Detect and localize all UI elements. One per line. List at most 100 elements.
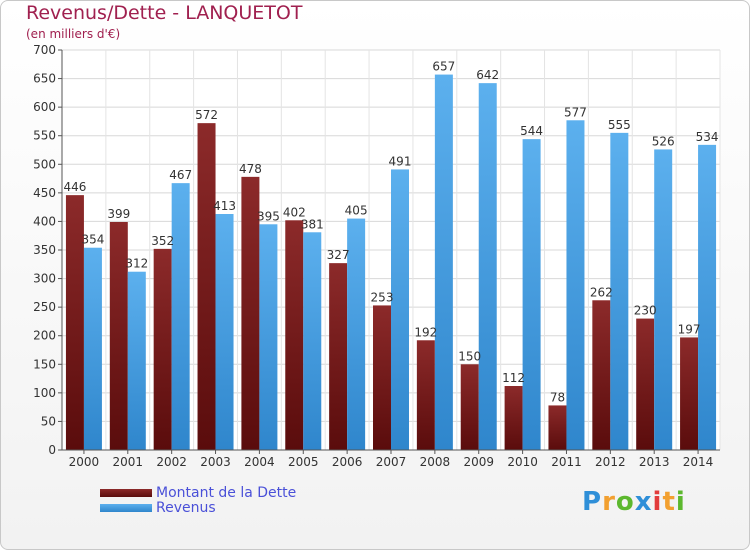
- data-label-dette: 78: [550, 390, 565, 404]
- bar-dette: [197, 123, 216, 451]
- bar-revenus: [478, 83, 497, 451]
- x-tick-label: 2001: [113, 455, 144, 469]
- y-tick-label: 0: [48, 443, 56, 457]
- data-label-dette: 327: [327, 248, 350, 262]
- bar-revenus: [698, 144, 717, 450]
- bar-dette: [65, 195, 84, 450]
- y-tick-label: 550: [33, 129, 56, 143]
- data-label-revenus: 405: [345, 204, 368, 218]
- y-tick-label: 150: [33, 357, 56, 371]
- logo-letter: x: [634, 487, 653, 517]
- data-label-revenus: 642: [476, 68, 499, 82]
- bar-dette: [329, 263, 348, 450]
- x-tick-label: 2011: [551, 455, 582, 469]
- data-label-dette: 399: [107, 207, 130, 221]
- bar-revenus: [303, 232, 322, 450]
- bar-dette: [285, 220, 304, 450]
- data-label-revenus: 395: [257, 209, 280, 223]
- bar-revenus: [171, 183, 190, 450]
- x-tick-label: 2005: [288, 455, 319, 469]
- data-label-dette: 262: [590, 285, 613, 299]
- x-tick-label: 2004: [244, 455, 275, 469]
- data-label-revenus: 491: [389, 154, 412, 168]
- legend-swatch-debt: [100, 489, 152, 497]
- x-tick-label: 2003: [200, 455, 231, 469]
- data-label-dette: 112: [502, 371, 525, 385]
- x-tick-label: 2010: [507, 455, 538, 469]
- bar-revenus: [566, 120, 585, 451]
- data-label-revenus: 354: [81, 233, 104, 247]
- bar-dette: [592, 300, 611, 450]
- x-tick-label: 2000: [69, 455, 100, 469]
- data-label-revenus: 534: [696, 130, 719, 144]
- x-tick-label: 2013: [639, 455, 670, 469]
- bar-dette: [416, 340, 435, 450]
- bar-revenus: [522, 139, 541, 450]
- bar-revenus: [434, 74, 453, 451]
- bar-dette: [460, 364, 479, 450]
- bar-dette: [241, 176, 260, 450]
- x-tick-label: 2009: [463, 455, 494, 469]
- bar-revenus: [347, 218, 366, 450]
- chart-subtitle: (en milliers d'€): [26, 27, 121, 41]
- bar-revenus: [610, 132, 629, 450]
- x-tick-label: 2014: [683, 455, 714, 469]
- bar-dette: [373, 305, 391, 450]
- y-tick-label: 700: [33, 43, 56, 57]
- data-label-revenus: 526: [652, 134, 675, 148]
- data-label-revenus: 577: [564, 105, 587, 119]
- y-tick-label: 50: [41, 414, 56, 428]
- y-tick-label: 350: [33, 243, 56, 257]
- y-tick-label: 450: [33, 186, 56, 200]
- logo-letter: t: [662, 487, 676, 517]
- logo-letter: P: [582, 487, 603, 517]
- x-tick-label: 2002: [156, 455, 187, 469]
- data-label-dette: 572: [195, 108, 218, 122]
- data-label-revenus: 312: [125, 257, 148, 271]
- data-label-dette: 402: [283, 205, 306, 219]
- chart-title: Revenus/Dette - LANQUETOT: [26, 2, 303, 24]
- data-label-revenus: 544: [520, 124, 543, 138]
- data-label-revenus: 555: [608, 118, 631, 132]
- bar-revenus: [215, 214, 234, 450]
- bar-dette: [636, 318, 655, 450]
- legend-label-revenus: Revenus: [156, 500, 216, 516]
- data-label-dette: 192: [414, 325, 437, 339]
- bar-revenus: [83, 247, 102, 450]
- data-label-dette: 253: [371, 290, 394, 304]
- bar-revenus: [654, 149, 673, 450]
- data-label-dette: 446: [63, 180, 86, 194]
- bar-revenus: [127, 271, 146, 450]
- legend-label-debt: Montant de la Dette: [156, 485, 297, 501]
- x-tick-label: 2012: [595, 455, 626, 469]
- bar-dette: [680, 337, 699, 450]
- data-label-dette: 150: [458, 349, 481, 363]
- y-tick-label: 400: [33, 214, 56, 228]
- y-tick-label: 250: [33, 300, 56, 314]
- data-label-revenus: 467: [169, 168, 192, 182]
- bar-revenus: [259, 224, 278, 450]
- logo-letter: r: [602, 487, 616, 517]
- y-tick-label: 100: [33, 386, 56, 400]
- bar-revenus: [391, 169, 409, 450]
- data-label-dette: 478: [239, 162, 262, 176]
- logo-letter: o: [615, 487, 635, 517]
- y-tick-label: 650: [33, 72, 56, 86]
- logo-letter: i: [675, 487, 686, 517]
- data-label-dette: 197: [678, 322, 701, 336]
- y-tick-label: 200: [33, 329, 56, 343]
- x-tick-label: 2006: [332, 455, 363, 469]
- bar-dette: [504, 386, 523, 450]
- data-label-dette: 352: [151, 234, 174, 248]
- data-label-revenus: 381: [301, 217, 324, 231]
- bar-dette: [109, 222, 128, 450]
- y-tick-label: 600: [33, 100, 56, 114]
- legend-swatch-revenus: [100, 504, 152, 512]
- x-tick-label: 2007: [376, 455, 407, 469]
- bar-dette: [548, 405, 567, 450]
- y-tick-label: 300: [33, 272, 56, 286]
- data-label-dette: 230: [634, 304, 657, 318]
- y-tick-label: 500: [33, 157, 56, 171]
- data-label-revenus: 657: [432, 60, 455, 74]
